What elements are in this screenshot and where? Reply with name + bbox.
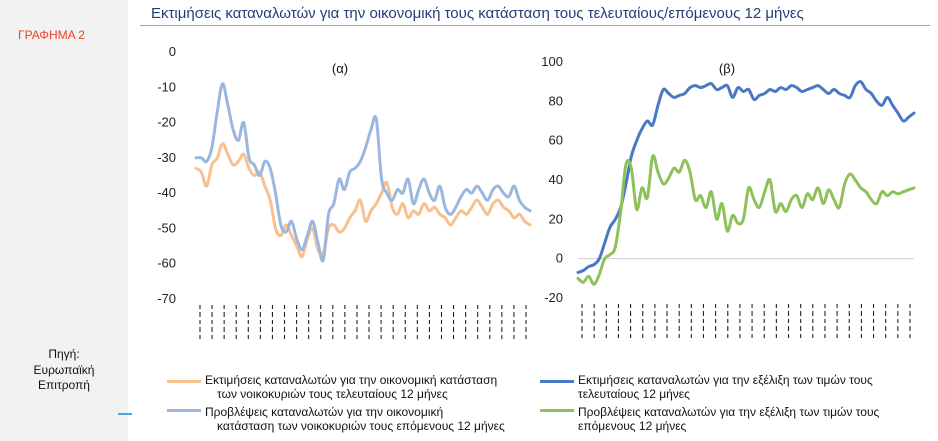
legend-line: Εκτιμήσεις καταναλωτών για την εξέλιξη τ…: [578, 373, 873, 387]
legend-line: κατάσταση των νοικοκυριών τους επόμενους…: [217, 418, 505, 433]
sidebar: ΓΡΑΦΗΜΑ 2 Πηγή: Ευρωπαϊκή Επιτροπή: [0, 0, 128, 441]
legend-line: Εκτιμήσεις καταναλωτών για την οικονομικ…: [205, 373, 498, 387]
source-note: Πηγή: Ευρωπαϊκή Επιτροπή: [0, 347, 128, 394]
legend-line: επόμενους 12 μήνες: [578, 418, 687, 433]
source-line: Επιτροπή: [38, 378, 90, 392]
series-line-0-0: [194, 142, 532, 259]
figure-label: ΓΡΑΦΗΜΑ 2: [18, 28, 85, 42]
y-tick-label: -40: [157, 185, 176, 200]
y-tick-label: -20: [157, 115, 176, 130]
series-line-0-1: [194, 82, 532, 263]
y-tick-label: 60: [549, 133, 563, 148]
legend-text-b-last: Εκτιμήσεις καταναλωτών για την εξέλιξη τ…: [578, 373, 873, 401]
y-tick-label: -70: [157, 291, 176, 306]
legend-text-a-last: Εκτιμήσεις καταναλωτών για την οικονομικ…: [205, 373, 498, 401]
y-tick-label: 40: [549, 172, 563, 187]
legend-text-a-next: Προβλέψεις καταναλωτών για την οικονομικ…: [205, 405, 505, 433]
series-line-1-0: [576, 80, 916, 274]
y-tick-label: -50: [157, 220, 176, 235]
panel-label: (β): [719, 61, 735, 76]
panel-label: (α): [332, 61, 348, 76]
legend-text-b-next: Προβλέψεις καταναλωτών για την εξέλιξη τ…: [578, 405, 880, 433]
legend-swatch-a-last: [167, 380, 201, 383]
y-tick-label: 0: [169, 44, 176, 59]
y-tick-label: -20: [544, 290, 563, 305]
y-tick-label: -60: [157, 256, 176, 271]
y-tick-label: -10: [157, 79, 176, 94]
source-line: Ευρωπαϊκή: [33, 362, 95, 377]
y-tick-label: 100: [541, 54, 563, 69]
series-line-1-1: [576, 154, 916, 286]
chart-title: Εκτιμήσεις καταναλωτών για την οικονομικ…: [151, 5, 804, 22]
legend-line: των νοικοκυριών τους τελευταίους 12 μήνε…: [217, 386, 448, 401]
source-line: Πηγή:: [48, 347, 80, 361]
legend-swatch-b-last: [540, 380, 574, 383]
y-tick-label: -30: [157, 150, 176, 165]
legend-swatch-b-next: [540, 409, 574, 412]
accent-mark: [118, 413, 132, 415]
legend-line: Προβλέψεις καταναλωτών για την οικονομικ…: [205, 405, 444, 419]
title-divider: [140, 25, 930, 26]
y-tick-label: 80: [549, 93, 563, 108]
y-tick-label: 0: [556, 251, 563, 266]
y-tick-label: 20: [549, 211, 563, 226]
legend-line: Προβλέψεις καταναλωτών για την εξέλιξη τ…: [578, 405, 880, 419]
legend-line: τελευταίους 12 μήνες: [578, 386, 690, 401]
legend-swatch-a-next: [167, 409, 201, 412]
